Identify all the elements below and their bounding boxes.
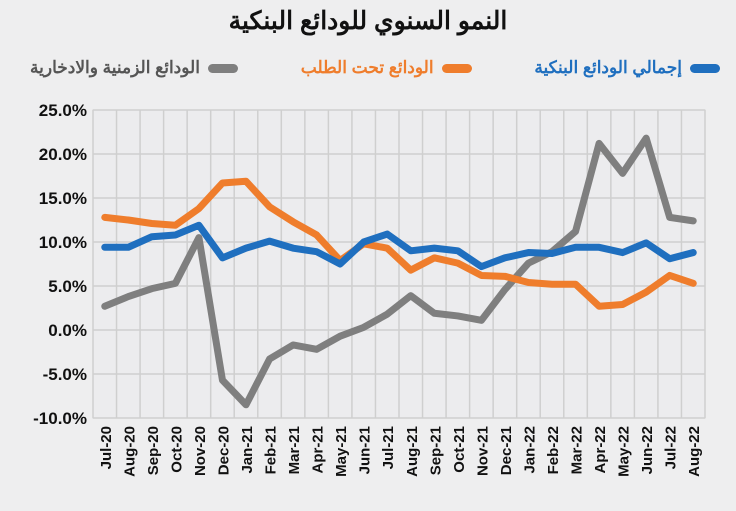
- x-tick-label: Jun-21: [357, 426, 374, 474]
- x-tick-label: Dec-20: [215, 426, 232, 475]
- x-tick-label: Oct-21: [451, 426, 468, 473]
- x-tick-label: Feb-22: [545, 426, 562, 474]
- x-tick-label: Aug-22: [686, 426, 703, 477]
- x-tick-label: Apr-22: [592, 426, 609, 474]
- x-tick-label: Oct-20: [168, 426, 185, 473]
- x-tick-label: Jul-21: [380, 426, 397, 469]
- x-tick-label: Sep-21: [427, 426, 444, 475]
- x-tick-label: Nov-20: [192, 426, 209, 476]
- x-tick-label: Apr-21: [310, 426, 327, 474]
- y-tick-label: -5.0%: [43, 365, 87, 384]
- x-tick-label: Jul-20: [98, 426, 115, 469]
- series-line: [101, 134, 697, 409]
- x-tick-label: Jun-22: [639, 426, 656, 474]
- y-tick-label: 0.0%: [48, 321, 87, 340]
- x-tick-label: Mar-21: [286, 426, 303, 474]
- series-line: [101, 221, 697, 271]
- legend-label: الودائع تحت الطلب: [300, 58, 434, 77]
- x-tick-label: Sep-20: [145, 426, 162, 475]
- y-tick-label: 15.0%: [39, 189, 87, 208]
- x-tick-label: May-22: [616, 426, 633, 477]
- x-tick-label: Aug-20: [121, 426, 138, 477]
- series-line: [101, 177, 697, 310]
- legend-item-gray: الودائع الزمنية والادخارية: [30, 58, 238, 78]
- legend-label: الودائع الزمنية والادخارية: [30, 58, 200, 77]
- legend-swatch: [207, 63, 238, 73]
- legend-swatch: [690, 63, 720, 73]
- y-tick-label: 20.0%: [39, 145, 87, 164]
- x-tick-label: Aug-21: [404, 426, 421, 477]
- legend-item-orange: الودائع تحت الطلب: [301, 58, 472, 78]
- legend-label: إجمالي الودائع البنكية: [534, 58, 682, 77]
- x-tick-label: Nov-21: [474, 426, 491, 476]
- x-tick-label: Jul-22: [663, 426, 680, 469]
- legend-swatch: [441, 63, 472, 73]
- x-tick-label: Feb-21: [263, 426, 280, 474]
- x-tick-label: Jan-21: [239, 426, 256, 474]
- y-tick-label: 25.0%: [39, 101, 87, 120]
- y-tick-label: -10.0%: [33, 409, 87, 428]
- x-tick-label: May-21: [333, 426, 350, 477]
- x-tick-label: Jan-22: [521, 426, 538, 474]
- y-tick-label: 5.0%: [48, 277, 87, 296]
- y-tick-label: 10.0%: [39, 233, 87, 252]
- x-tick-label: Dec-21: [498, 426, 515, 475]
- legend: الودائع الزمنية والادخارية الودائع تحت ا…: [30, 58, 720, 78]
- legend-item-blue: إجمالي الودائع البنكية: [534, 58, 720, 78]
- x-tick-label: Mar-22: [569, 426, 586, 474]
- chart-title: النمو السنوي للودائع البنكية: [228, 7, 508, 35]
